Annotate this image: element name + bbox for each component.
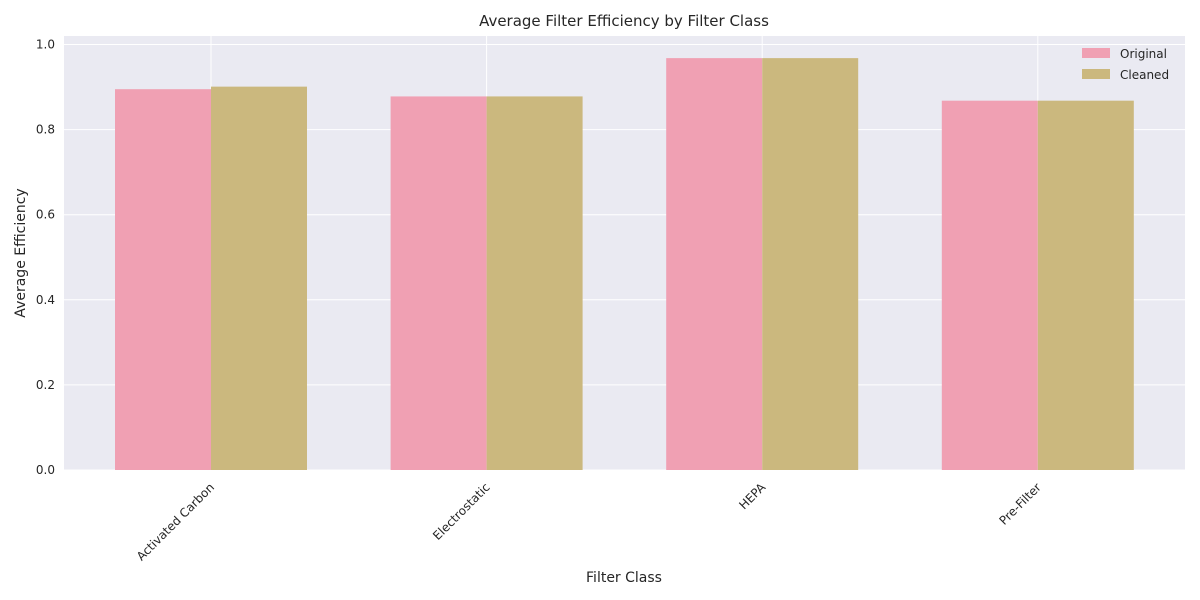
x-axis-label: Filter Class [586, 570, 662, 586]
x-tick-label: Electrostatic [430, 480, 493, 543]
legend-swatch-original [1082, 48, 1110, 58]
legend: Original Cleaned [1082, 47, 1169, 82]
bar-original-electrostatic [390, 96, 487, 470]
legend-label-original: Original [1120, 47, 1167, 61]
y-tick-label: 0.6 [36, 208, 55, 222]
y-tick-label: 0.4 [36, 293, 55, 307]
x-tick-label: Pre-Filter [996, 480, 1044, 528]
legend-label-cleaned: Cleaned [1120, 68, 1169, 82]
bar-original-hepa [666, 58, 763, 470]
bars-layer [115, 58, 1134, 471]
x-axis-ticks: Activated Carbon Electrostatic HEPA Pre-Fil… [134, 480, 1044, 564]
y-tick-label: 1.0 [36, 38, 55, 52]
x-tick-label: HEPA [736, 480, 769, 513]
legend-swatch-cleaned [1082, 69, 1110, 79]
y-tick-label: 0.0 [36, 463, 55, 477]
bar-original-activated-carbon [115, 89, 211, 470]
bar-cleaned-activated-carbon [211, 86, 307, 470]
y-tick-label: 0.8 [36, 123, 55, 137]
bar-cleaned-hepa [762, 58, 859, 470]
bar-cleaned-pre-filter [1037, 100, 1134, 471]
y-axis-ticks: 0.0 0.2 0.4 0.6 0.8 1.0 [36, 38, 55, 477]
chart-title: Average Filter Efficiency by Filter Clas… [479, 12, 769, 30]
bar-cleaned-electrostatic [486, 96, 583, 470]
y-axis-label: Average Efficiency [13, 188, 29, 317]
x-tick-label: Activated Carbon [134, 480, 217, 563]
bar-original-pre-filter [941, 100, 1038, 471]
y-tick-label: 0.2 [36, 378, 55, 392]
